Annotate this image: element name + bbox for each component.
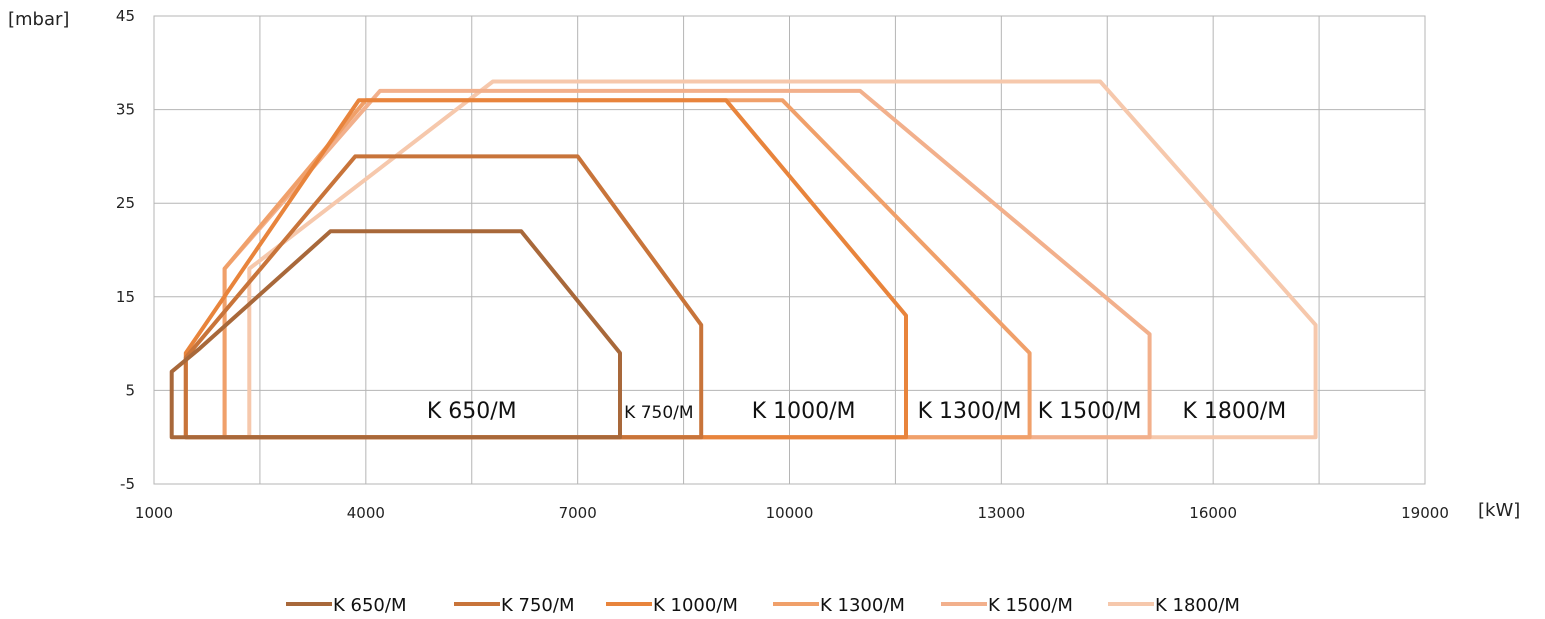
series-line (169, 229, 622, 440)
x-axis-label: [kW] (1478, 500, 1520, 521)
area-label: K 650/M (427, 399, 517, 424)
axis-ticks: 1000 4000 7000 10000 13000 16000 19000 45 35 25 15… (116, 7, 1449, 522)
x-tick-label: 13000 (977, 504, 1025, 522)
legend-item: K 650/M (286, 595, 406, 616)
legend-item: K 750/M (454, 595, 574, 616)
x-tick-label: 7000 (559, 504, 597, 522)
area-label: K 1000/M (752, 399, 856, 424)
x-tick-label: 1000 (135, 504, 173, 522)
area-label: K 1800/M (1182, 399, 1286, 424)
y-tick-label: -5 (120, 475, 135, 493)
series-line (222, 98, 1032, 440)
series-layer (169, 79, 1318, 440)
area-label: K 750/M (624, 403, 693, 423)
y-axis-label: [mbar] (8, 9, 69, 30)
x-tick-label: 19000 (1401, 504, 1449, 522)
legend: K 650/M K 750/M K 1000/M K 1300/M K 1500/M K … (286, 595, 1240, 616)
area-labels: K 650/M K 750/M K 1000/M K 1300/M K 1500/M K … (427, 399, 1286, 424)
x-tick-label: 4000 (347, 504, 385, 522)
legend-item: K 1000/M (606, 595, 738, 616)
legend-label: K 1800/M (1155, 595, 1240, 616)
y-tick-label: 5 (125, 381, 135, 399)
legend-label: K 650/M (333, 595, 406, 616)
series-line (247, 79, 1318, 440)
legend-item: K 1300/M (773, 595, 905, 616)
legend-item: K 1500/M (941, 595, 1073, 616)
area-label: K 1500/M (1038, 399, 1142, 424)
legend-label: K 1500/M (988, 595, 1073, 616)
grid (153, 15, 1426, 485)
series-line (183, 98, 908, 440)
y-tick-label: 15 (116, 288, 135, 306)
legend-label: K 1300/M (820, 595, 905, 616)
y-tick-label: 45 (116, 7, 135, 25)
series-line (222, 88, 1152, 440)
x-tick-label: 10000 (766, 504, 814, 522)
plot-frame (153, 15, 1426, 485)
y-tick-label: 25 (116, 194, 135, 212)
x-tick-label: 16000 (1189, 504, 1237, 522)
legend-item: K 1800/M (1108, 595, 1240, 616)
area-label: K 1300/M (918, 399, 1022, 424)
legend-label: K 750/M (501, 595, 574, 616)
legend-label: K 1000/M (653, 595, 738, 616)
y-tick-label: 35 (116, 101, 135, 119)
